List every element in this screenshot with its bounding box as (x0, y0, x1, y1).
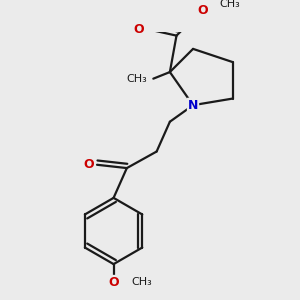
Text: N: N (188, 99, 198, 112)
Text: CH₃: CH₃ (132, 277, 152, 287)
Text: CH₃: CH₃ (126, 74, 147, 84)
Text: CH₃: CH₃ (220, 0, 240, 9)
Text: O: O (83, 158, 94, 171)
Text: O: O (108, 276, 119, 289)
Text: O: O (198, 4, 208, 17)
Text: O: O (133, 22, 144, 35)
